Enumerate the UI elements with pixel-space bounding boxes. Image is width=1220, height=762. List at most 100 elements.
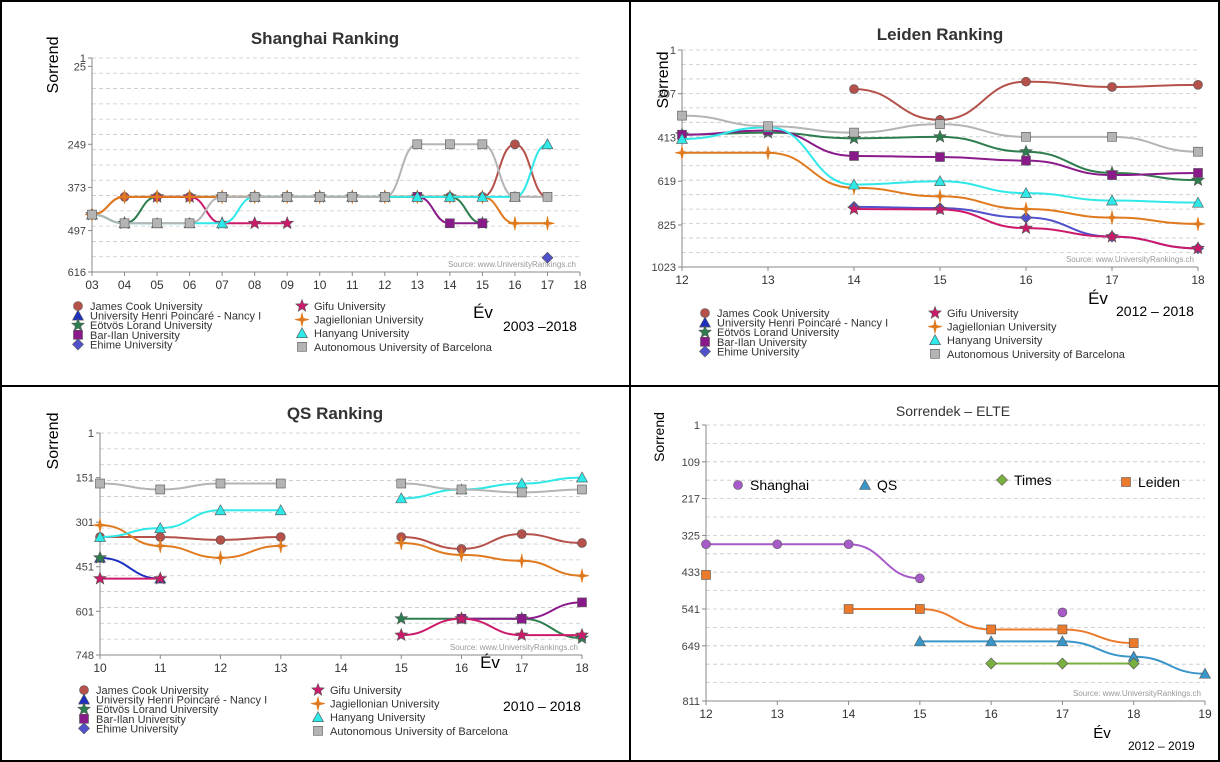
legend-marker xyxy=(311,711,325,723)
series-hanyang-university xyxy=(85,138,554,229)
x-tick-label: 10 xyxy=(93,661,107,675)
x-tick-label: 19 xyxy=(1198,707,1212,721)
data-point xyxy=(677,110,687,121)
x-tick-label: 09 xyxy=(281,278,295,292)
data-point xyxy=(445,139,455,150)
chart-title: Shanghai Ranking xyxy=(251,29,399,48)
shanghai-panel: 1 25 249 373 497 616 03 04 05 06 07 08 09 10 11 12 13 14 1… xyxy=(0,0,610,381)
y-tick-label: 451 xyxy=(76,562,94,574)
legend-marker xyxy=(1121,477,1131,487)
legend-marker xyxy=(700,336,710,347)
series-hanyang-university xyxy=(93,471,589,542)
x-tick-label: 12 xyxy=(675,273,689,287)
data-point xyxy=(92,518,108,533)
y-axis-label: Sorrend xyxy=(655,52,672,109)
x-tick-label: 05 xyxy=(150,278,164,292)
gridlines xyxy=(92,57,580,273)
period-label: 2012 – 2019 xyxy=(1128,739,1195,753)
y-tick-label: 151 xyxy=(76,473,94,485)
data-point xyxy=(87,209,97,220)
x-tick-label: 15 xyxy=(476,278,490,292)
legend-marker xyxy=(733,480,743,490)
legend-marker xyxy=(928,334,942,346)
data-point xyxy=(182,189,197,204)
data-point xyxy=(1018,201,1034,217)
data-point xyxy=(1193,80,1203,90)
legend-label: Ehime University xyxy=(96,723,179,735)
series-james-cook-university xyxy=(95,529,587,554)
data-point xyxy=(1128,638,1139,648)
data-point xyxy=(213,550,228,565)
legend-label: Leiden xyxy=(1138,474,1180,490)
legend-label: Autonomous University of Barcelona xyxy=(330,726,509,738)
data-point xyxy=(574,568,590,583)
data-point xyxy=(577,484,587,495)
x-tick-label: 13 xyxy=(411,278,425,292)
legend-label: Ehime University xyxy=(717,346,800,358)
legend-marker xyxy=(996,474,1008,486)
series-line xyxy=(401,476,583,500)
data-point xyxy=(1057,607,1068,618)
series-line xyxy=(91,143,548,225)
data-point xyxy=(1107,170,1117,180)
x-tick-label: 04 xyxy=(118,278,132,292)
x-tick-label: 03 xyxy=(85,278,99,292)
x-tick-label: 16 xyxy=(508,278,522,292)
data-point xyxy=(932,189,948,204)
y-tick-label: 601 xyxy=(76,606,94,618)
legend-marker xyxy=(699,345,711,358)
data-point xyxy=(249,192,260,202)
data-point xyxy=(510,139,520,150)
legend-label: Times xyxy=(1014,472,1052,488)
data-point xyxy=(1193,168,1203,178)
y-tick-label: 616 xyxy=(68,267,86,279)
data-point xyxy=(507,216,522,231)
data-point xyxy=(95,478,105,489)
x-tick-label: 17 xyxy=(1105,273,1119,287)
data-point xyxy=(915,604,925,614)
y-axis-label: Sorrend xyxy=(45,37,62,94)
data-point xyxy=(412,139,423,150)
data-point xyxy=(516,613,527,624)
data-point xyxy=(275,478,286,489)
data-point xyxy=(516,487,527,498)
series-line xyxy=(401,533,583,550)
data-point xyxy=(215,535,226,545)
x-tick-label: 07 xyxy=(215,278,229,292)
x-tick-label: 14 xyxy=(334,661,348,675)
legend-marker xyxy=(73,301,83,311)
legend-marker xyxy=(79,685,89,695)
legend-marker xyxy=(698,324,712,339)
x-tick-label: 12 xyxy=(699,707,713,721)
data-point xyxy=(1107,132,1117,142)
legend-marker xyxy=(72,338,84,351)
chart-title: Leiden Ranking xyxy=(877,25,1004,44)
legend-marker xyxy=(928,305,942,319)
legend-marker xyxy=(858,478,872,490)
legend-label: Shanghai xyxy=(750,477,809,493)
source-note: Source: www.UniversityRankings.ch xyxy=(450,643,578,652)
series-line xyxy=(853,80,1199,121)
y-tick-label: 1 xyxy=(694,420,700,432)
x-tick-label: 17 xyxy=(515,661,529,675)
x-axis-label: Év xyxy=(1088,289,1108,308)
legend-marker xyxy=(930,348,940,359)
y-tick-label: 825 xyxy=(658,220,676,232)
series-line xyxy=(705,543,920,580)
y-tick-label: 413 xyxy=(658,132,676,144)
data-point xyxy=(1193,146,1203,157)
legend-marker xyxy=(294,312,310,327)
data-point xyxy=(577,538,587,548)
series-times xyxy=(985,657,1140,670)
chart-title: QS Ranking xyxy=(287,404,383,423)
data-point xyxy=(379,192,390,202)
legend-marker xyxy=(297,341,307,352)
series-line xyxy=(99,482,281,491)
series-autonomous-university-of-barcelona xyxy=(95,478,587,498)
data-point xyxy=(763,121,773,132)
y-tick-label: 301 xyxy=(76,517,94,529)
data-point xyxy=(514,553,529,568)
